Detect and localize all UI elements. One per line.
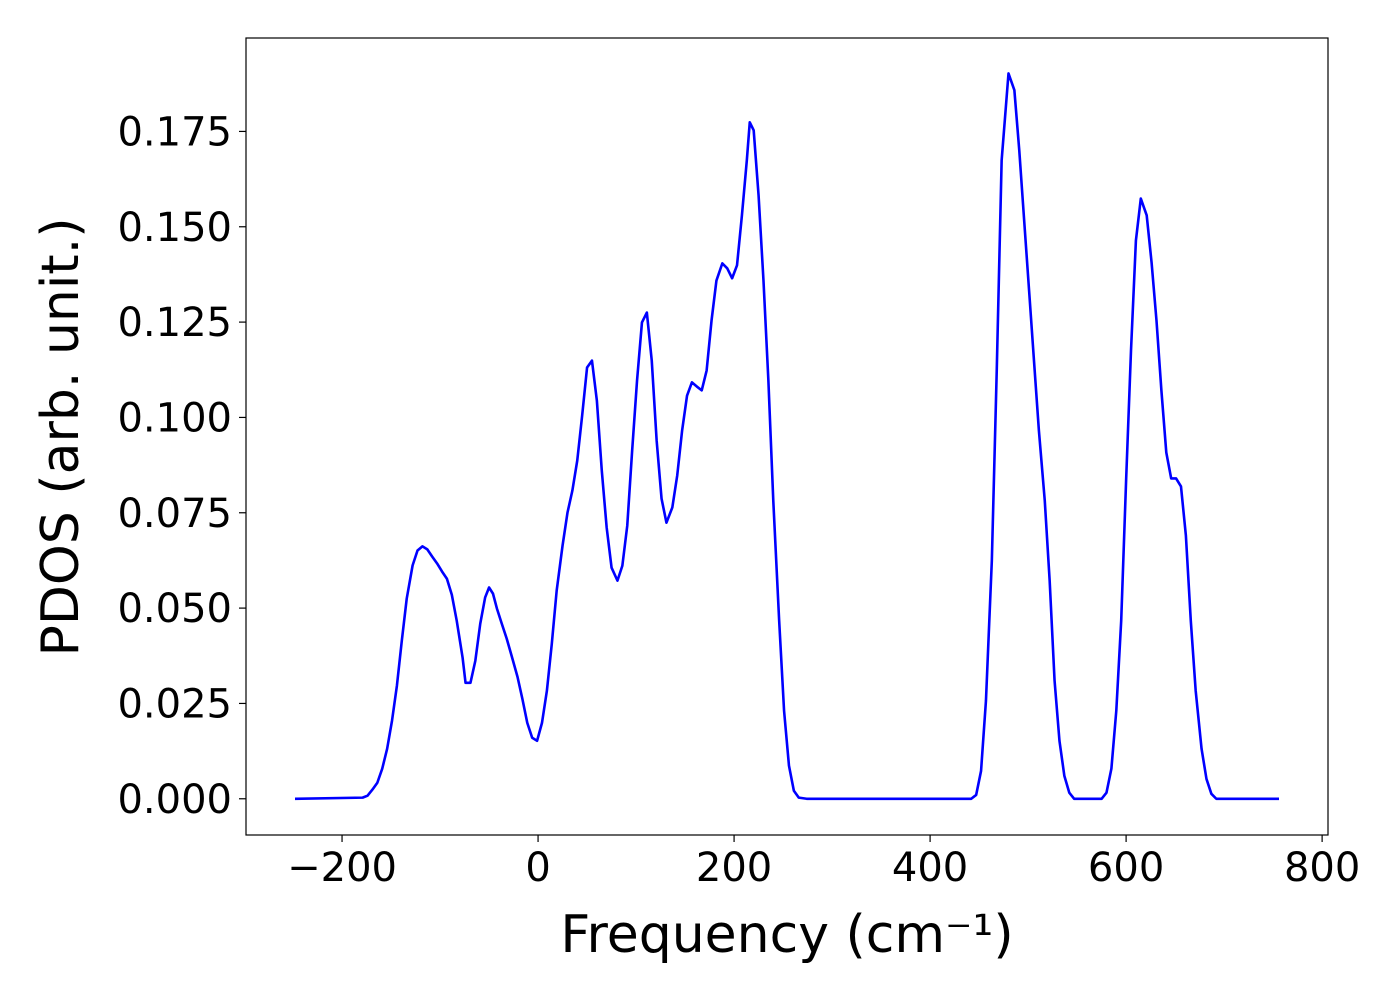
y-tick-label: 0.100 (117, 395, 232, 441)
y-tick-label: 0.150 (117, 205, 232, 251)
x-tick-label: 0 (525, 845, 550, 891)
y-tick-label: 0.025 (117, 681, 232, 727)
plot-frame (245, 37, 1329, 836)
y-tick-label: 0.125 (117, 300, 232, 346)
y-tick-label: 0.000 (117, 777, 232, 823)
x-tick-label: 600 (1088, 845, 1164, 891)
x-tick-label: 200 (696, 845, 772, 891)
y-tick-label: 0.175 (117, 109, 232, 155)
y-tick-label: 0.050 (117, 586, 232, 632)
x-axis-label: Frequency (cm⁻¹) (560, 905, 1013, 965)
y-tick-label: 0.075 (117, 491, 232, 537)
y-axis-label: PDOS (arb. unit.) (31, 217, 91, 656)
data-line (294, 72, 1279, 801)
x-tick-label: 800 (1284, 845, 1360, 891)
x-tick-label: 400 (892, 845, 968, 891)
x-tick-label: −200 (287, 845, 397, 891)
